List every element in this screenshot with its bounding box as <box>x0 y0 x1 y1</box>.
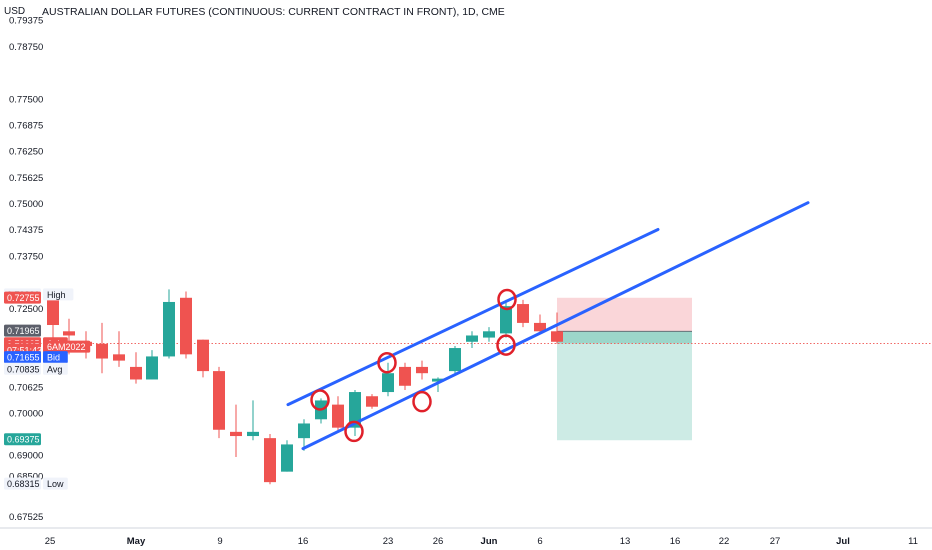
price-label-box <box>4 324 41 337</box>
candle-body <box>213 371 225 430</box>
open-pnl-zone <box>557 331 692 344</box>
candle-body <box>96 343 108 359</box>
candle-body <box>449 348 461 372</box>
candle-body <box>47 297 59 326</box>
y-tick-label: 0.76250 <box>9 147 43 158</box>
y-tick-label: 0.69000 <box>9 450 43 461</box>
price-label-value: 0.71655 <box>7 353 40 363</box>
candle-body <box>146 356 158 380</box>
candle-body <box>534 322 546 332</box>
price-label-value: 0.68315 <box>7 479 40 489</box>
candle-body <box>197 339 209 372</box>
x-tick-label: 13 <box>620 536 631 547</box>
touch-marker-circle <box>344 420 364 443</box>
price-label-tag-box <box>43 340 91 353</box>
y-tick-label: 0.74375 <box>9 225 43 236</box>
price-label-value: 0.71965 <box>7 326 40 336</box>
y-tick-label: 0.67525 <box>9 512 43 523</box>
price-label-value: 0.72755 <box>7 293 40 303</box>
x-tick-label: 6 <box>537 536 542 547</box>
price-label-box <box>4 477 41 490</box>
x-tick-label: 16 <box>670 536 681 547</box>
y-tick-label: 0.70000 <box>9 409 43 420</box>
candle-body <box>298 423 310 439</box>
y-tick-label: 0.77500 <box>9 94 43 105</box>
price-label-tag: Bid <box>47 353 60 363</box>
candle-body <box>247 431 259 437</box>
price-label-value: 0.70835 <box>7 364 40 374</box>
candle-body <box>180 297 192 355</box>
y-tick-label: 0.70625 <box>9 382 43 393</box>
candle-body <box>264 438 276 483</box>
x-tick-label: May <box>127 536 146 547</box>
channel-lower-line <box>301 201 810 451</box>
candle-body <box>551 331 563 342</box>
x-tick-label: 11 <box>908 536 918 547</box>
channel-upper-line <box>286 227 660 407</box>
currency-unit: USD <box>4 6 26 17</box>
price-label-value: 07:51:43 <box>7 345 42 355</box>
candle-body <box>466 335 478 342</box>
price-label-tag: Avg <box>47 364 62 374</box>
candle-body <box>63 331 75 336</box>
price-label-box <box>4 362 41 375</box>
touch-marker-circle <box>412 390 432 413</box>
candle-body <box>382 373 394 393</box>
y-tick-label: 0.78750 <box>9 42 43 53</box>
candle-body <box>349 392 361 428</box>
touch-marker-circle <box>310 389 330 411</box>
candle-body <box>130 366 142 380</box>
price-label-box <box>4 291 41 304</box>
x-tick-label: 26 <box>433 536 444 547</box>
price-label-box <box>4 351 41 364</box>
x-tick-label: 16 <box>298 536 309 547</box>
touch-marker-circle <box>496 334 516 356</box>
price-label-tag-box <box>43 477 68 490</box>
candle-body <box>163 301 175 357</box>
price-label-tag: High <box>47 290 66 300</box>
y-tick-label: 0.73750 <box>9 251 43 262</box>
touch-marker-circle <box>497 288 517 311</box>
candle-body <box>332 404 344 428</box>
candle-body <box>416 366 428 374</box>
candle-body <box>281 444 293 472</box>
y-tick-label: 0.76875 <box>9 120 43 131</box>
price-label-tag-box <box>43 351 68 364</box>
candle-body <box>230 431 242 437</box>
candle-body <box>483 331 495 338</box>
x-tick-label: 25 <box>45 536 56 547</box>
y-tick-label: 0.68500 <box>9 471 43 482</box>
chart-title: AUSTRALIAN DOLLAR FUTURES (CONTINUOUS: C… <box>42 6 505 18</box>
touch-marker-circle <box>377 351 397 374</box>
price-label-box <box>4 433 41 446</box>
x-tick-label: 23 <box>383 536 394 547</box>
x-tick-label: 27 <box>770 536 781 547</box>
candle-body <box>432 378 444 382</box>
x-tick-label: 22 <box>719 536 730 547</box>
take-profit-zone <box>557 331 692 441</box>
x-tick-label: 9 <box>217 536 222 547</box>
y-tick-label: 0.75000 <box>9 199 43 210</box>
price-label-value: 0.69375 <box>7 435 40 445</box>
candle-body <box>399 366 411 386</box>
y-tick-label: 0.75625 <box>9 173 43 184</box>
x-tick-label: Jun <box>481 536 498 547</box>
candle-body <box>366 396 378 407</box>
candle-body <box>517 304 529 323</box>
candle-body <box>500 306 512 334</box>
candle-body <box>113 354 125 361</box>
y-tick-label: 0.79375 <box>9 16 43 27</box>
price-label-tag: 6AM2022 <box>47 342 86 352</box>
y-tick-label: 0.72500 <box>9 304 43 315</box>
price-label-tag-box <box>43 288 74 301</box>
price-label-tag-box <box>43 362 68 375</box>
price-label-tag: Low <box>47 479 64 489</box>
x-tick-label: Jul <box>836 536 850 547</box>
